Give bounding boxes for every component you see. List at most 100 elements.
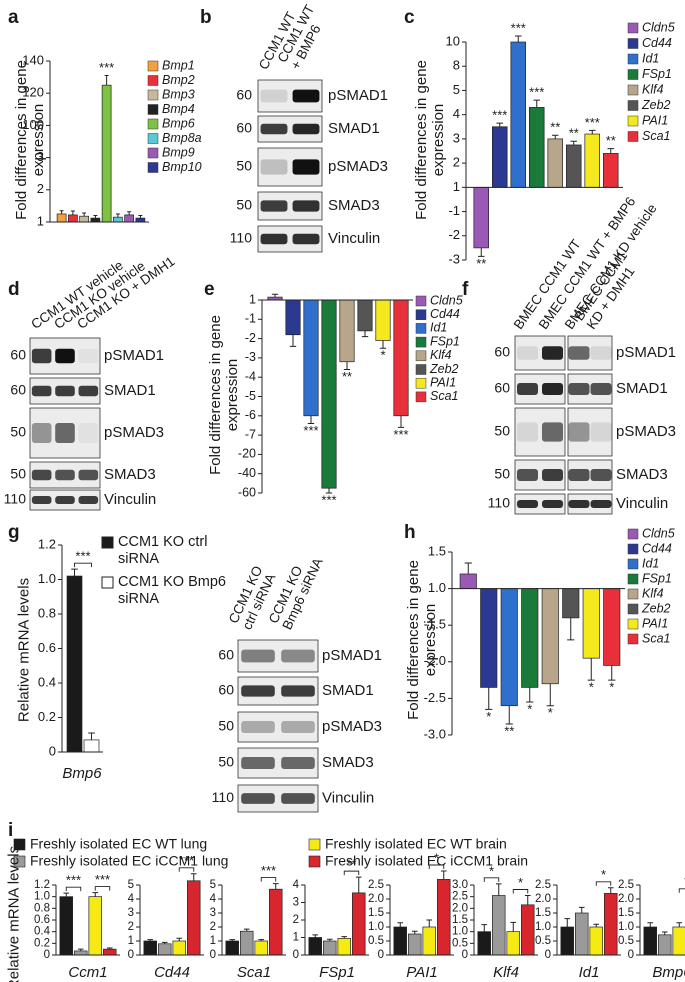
blot-band	[78, 423, 99, 443]
significance-label: *	[548, 705, 553, 720]
error-bar	[526, 687, 534, 703]
error-bar	[587, 658, 595, 681]
bar	[408, 933, 422, 956]
molecular-weight: 60	[494, 380, 510, 396]
significance-label: ***	[303, 423, 318, 438]
significance-label: ***	[492, 108, 507, 123]
legend-swatch	[627, 633, 639, 645]
legend-label: FSp1	[642, 67, 672, 81]
error-bar	[661, 931, 668, 935]
y-tick-label: 0.4	[38, 674, 56, 689]
bar	[56, 213, 67, 223]
legend-label: Bmp4	[162, 102, 195, 116]
blot-band	[31, 423, 52, 443]
bar	[113, 216, 123, 223]
y-tick-label: 2.0	[452, 902, 468, 914]
error-bar	[355, 876, 362, 893]
y-tick-label: 2	[453, 155, 460, 170]
y-tick-label: 0.5	[618, 935, 634, 947]
significance-bracket	[678, 888, 685, 893]
bar	[541, 588, 559, 685]
significance-label: ***	[393, 427, 408, 442]
bar	[575, 912, 589, 956]
bar	[375, 299, 391, 341]
significance-label: *	[684, 874, 685, 889]
legend-swatch	[627, 588, 639, 600]
blot-band	[542, 500, 563, 508]
legend-swatch	[627, 69, 639, 80]
error-bar	[514, 35, 522, 42]
y-tick-label: 0.5	[452, 937, 468, 949]
molecular-weight: 110	[488, 495, 511, 511]
blot-band	[55, 385, 75, 397]
error-bar	[411, 930, 418, 934]
legend-swatch	[627, 38, 639, 49]
bar	[59, 896, 73, 956]
legend-label: Klf4	[642, 82, 664, 96]
y-tick-label: 1.0	[452, 926, 468, 938]
bar	[393, 299, 409, 417]
legend-swatch	[415, 336, 427, 348]
error-bar	[379, 340, 387, 349]
legend-swatch	[627, 543, 639, 555]
legend-swatch	[627, 603, 639, 615]
bar	[602, 153, 619, 188]
blot-band	[241, 793, 275, 804]
legend-label: Bmp2	[162, 73, 195, 87]
error-bar	[505, 705, 513, 725]
y-tick-label: 10	[446, 33, 460, 48]
legend-label: Cd44	[642, 36, 672, 50]
significance-label: ***	[75, 549, 90, 564]
y-tick-label: -3.0	[424, 726, 446, 741]
error-bar	[63, 892, 70, 897]
error-bar	[106, 947, 113, 950]
blot-band	[55, 348, 75, 364]
blot-band	[292, 123, 320, 135]
error-bar	[325, 488, 333, 494]
y-tick-label: 1.0	[428, 580, 446, 595]
blot-band	[78, 496, 99, 504]
bar	[582, 588, 600, 659]
error-bar	[77, 948, 84, 951]
y-tick-label: 0	[293, 949, 299, 961]
legend-label: CCM1 KO ctrl siRNA	[118, 534, 208, 567]
legend-label: Id1	[430, 321, 447, 335]
y-tick-label: -5	[245, 389, 256, 403]
bar	[285, 299, 301, 336]
bar	[321, 299, 337, 489]
y-tick-label: 1.2	[34, 879, 50, 891]
blot-band	[31, 385, 52, 397]
legend-label: PAI1	[430, 375, 456, 389]
error-bar	[312, 934, 319, 938]
error-bar	[607, 887, 614, 894]
error-bar	[546, 683, 554, 707]
y-tick-label: 3	[37, 149, 44, 164]
blot-band	[517, 422, 538, 442]
blot-band	[260, 123, 288, 135]
bar	[143, 940, 157, 956]
y-tick-label: 0.8	[38, 605, 56, 620]
significance-bracket	[65, 886, 82, 892]
legend-swatch	[147, 60, 159, 72]
protein-label: pSMAD3	[616, 423, 676, 440]
blot-band	[281, 721, 315, 733]
blot-band	[568, 383, 590, 395]
blot-band	[568, 346, 590, 360]
molecular-weight: 60	[218, 682, 234, 698]
error-bar	[593, 923, 600, 927]
blot-band	[260, 159, 288, 175]
error-bar	[588, 129, 596, 135]
blot-band	[292, 200, 320, 212]
error-bar	[258, 939, 265, 941]
y-tick-label: 1.5	[452, 914, 468, 926]
blot-band	[517, 500, 538, 508]
legend-label: Cd44	[642, 541, 672, 555]
y-tick-label: 2.0	[368, 893, 384, 905]
y-tick-label: 4	[293, 879, 300, 891]
bar	[303, 299, 319, 417]
bar	[135, 217, 146, 223]
significance-label: *	[486, 709, 491, 724]
molecular-weight: 50	[10, 466, 26, 482]
blot-band	[517, 346, 538, 360]
